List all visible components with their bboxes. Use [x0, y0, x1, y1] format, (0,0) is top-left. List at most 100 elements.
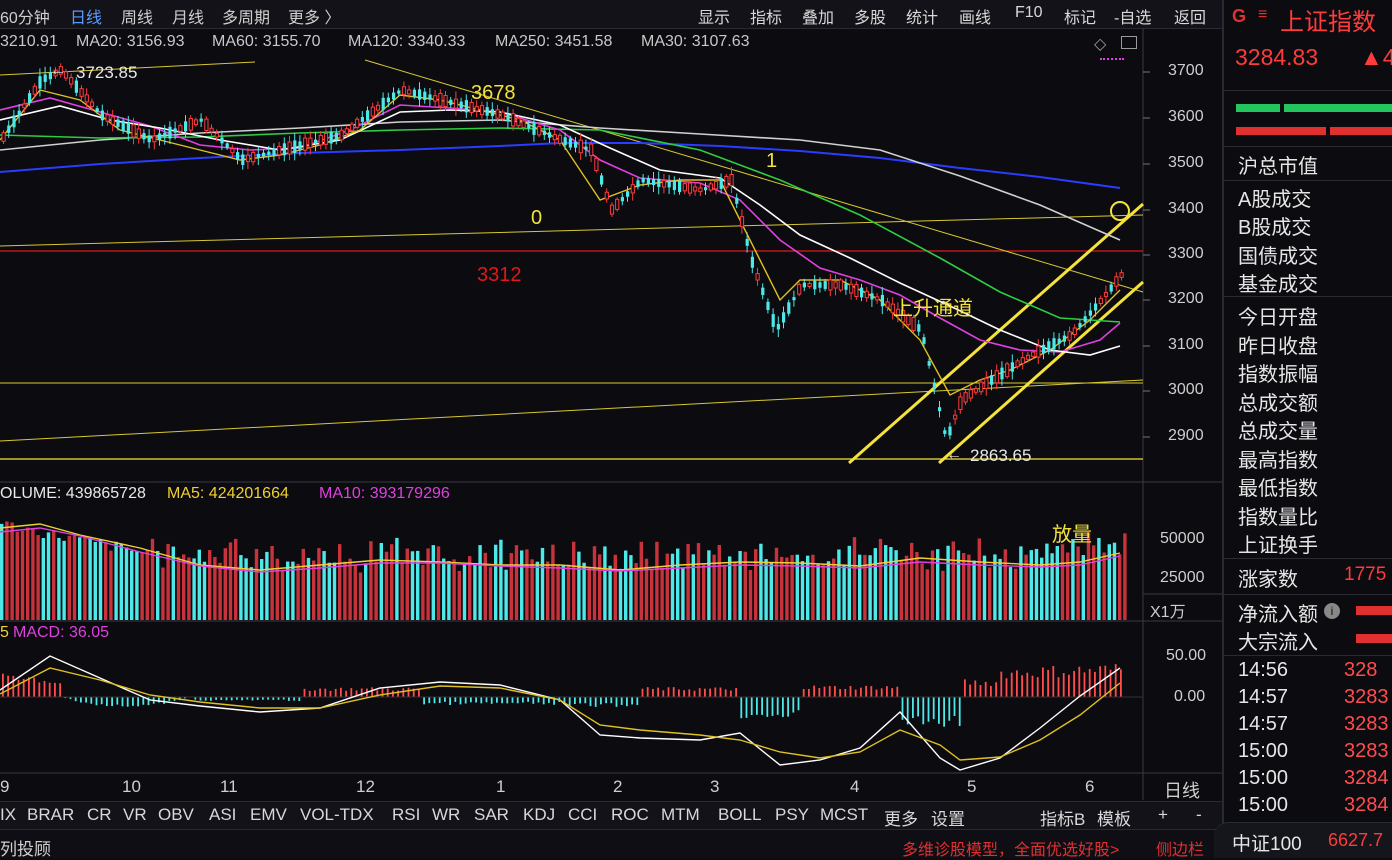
zoom-out-button[interactable]: - — [1196, 805, 1202, 825]
volume-bar — [733, 562, 736, 620]
indicator-tab[interactable]: EMV — [250, 805, 287, 825]
period-label[interactable]: 日线 — [1164, 777, 1200, 803]
indicator-tab[interactable]: BOLL — [718, 805, 761, 825]
template-button[interactable]: 模板 — [1097, 805, 1131, 830]
macd-bar — [137, 697, 139, 706]
indicator-tab[interactable]: BRAR — [27, 805, 74, 825]
indicator-tab[interactable]: RSI — [392, 805, 420, 825]
candle-body — [189, 118, 192, 130]
volume-bar — [790, 555, 793, 620]
candle-body — [922, 337, 925, 344]
volume-bar — [468, 556, 471, 620]
candle-body — [1104, 293, 1107, 297]
price-axis-label: 3100 — [1168, 336, 1204, 354]
macd-bar — [85, 697, 87, 703]
macd-bar — [688, 689, 690, 697]
volume-bar — [988, 567, 991, 620]
macd-bar — [974, 680, 976, 697]
macd-bar — [772, 697, 774, 716]
candle-body — [272, 149, 275, 156]
indicator-tab-more[interactable]: 更多 — [884, 805, 918, 830]
indicator-tab[interactable]: IX — [0, 805, 16, 825]
indicator-tab[interactable]: CR — [87, 805, 112, 825]
indicator-b-button[interactable]: 指标B — [1040, 805, 1085, 830]
volume-bar — [400, 562, 403, 620]
indicator-tab[interactable]: ROC — [611, 805, 649, 825]
bottom-index-name[interactable]: 中证100 — [1232, 829, 1302, 856]
macd-bar — [751, 697, 753, 715]
volume-bar — [1030, 550, 1033, 620]
volume-bar — [629, 555, 632, 620]
candle-body — [990, 375, 993, 385]
candle-body — [974, 389, 977, 393]
indicator-tab[interactable]: VR — [123, 805, 147, 825]
volume-bar — [442, 559, 445, 620]
macd-bar — [382, 689, 384, 697]
candle-body — [772, 314, 775, 327]
index-title: 上证指数 — [1280, 2, 1376, 37]
macd-bar — [1058, 677, 1060, 697]
menu-icon[interactable]: ≡ — [1258, 6, 1267, 24]
candle-body — [70, 78, 73, 85]
status-left[interactable]: 列投顾 — [0, 835, 51, 860]
macd-bar — [995, 682, 997, 697]
zoom-in-button[interactable]: + — [1158, 805, 1168, 825]
volume-bar — [634, 563, 637, 620]
macd-bar — [720, 688, 722, 697]
indicator-tab[interactable]: WR — [432, 805, 460, 825]
indicator-tab-settings[interactable]: 设置 — [931, 805, 965, 830]
candle-body — [1026, 355, 1029, 359]
candle-body — [153, 136, 156, 142]
macd-bar — [96, 697, 98, 705]
tick-time: 15:00 — [1238, 794, 1288, 817]
indicator-tab[interactable]: MCST — [820, 805, 868, 825]
candle-body — [142, 133, 145, 139]
candle-body — [1120, 273, 1123, 278]
macd-bar — [756, 697, 758, 715]
candle-body — [948, 426, 951, 435]
macd-bar — [231, 697, 233, 700]
candle-body — [413, 90, 416, 97]
month-label: 2 — [613, 777, 622, 797]
indicator-tab[interactable]: SAR — [474, 805, 509, 825]
volume-bar — [307, 558, 310, 620]
candle-body — [361, 117, 364, 122]
indicator-tab[interactable]: PSY — [775, 805, 809, 825]
candle-body — [194, 120, 197, 125]
candle-body — [101, 110, 104, 120]
indicator-tab[interactable]: OBV — [158, 805, 194, 825]
volume-bar — [16, 532, 19, 620]
macd-bar — [1120, 669, 1122, 697]
status-ad[interactable]: 多维诊股模型，全面优选好股> — [902, 836, 1119, 860]
volume-bar — [114, 542, 117, 620]
candle-body — [1084, 316, 1087, 322]
candle-body — [746, 239, 749, 246]
indicator-tab[interactable]: VOL-TDX — [300, 805, 374, 825]
macd-bar — [626, 697, 628, 706]
sidebar-toggle[interactable]: 侧边栏 — [1156, 836, 1204, 860]
candle-body — [1032, 352, 1035, 356]
macd-bar — [746, 697, 748, 718]
macd-bar — [402, 688, 404, 697]
kline-chart[interactable] — [0, 0, 1222, 800]
volume-bar — [296, 564, 299, 620]
candle-body — [491, 109, 494, 116]
candle-body — [90, 102, 93, 106]
volume-bar — [993, 554, 996, 620]
volume-bar — [577, 552, 580, 620]
indicator-tab[interactable]: MTM — [661, 805, 700, 825]
macd-bar — [714, 688, 716, 697]
macd-bar — [870, 686, 872, 697]
info-icon[interactable]: i — [1324, 603, 1340, 619]
macd-bar — [345, 691, 347, 697]
indicator-tab[interactable]: CCI — [568, 805, 597, 825]
field-label: 沪总市值 — [1238, 150, 1318, 179]
indicator-tab[interactable]: ASI — [209, 805, 236, 825]
macd-bar — [662, 690, 664, 697]
volume-axis-label: 50000 — [1160, 530, 1205, 548]
indicator-tab[interactable]: KDJ — [523, 805, 555, 825]
candle-body — [1078, 323, 1081, 327]
peak-label: 3678 — [471, 82, 516, 105]
candle-body — [1099, 298, 1102, 303]
volume-bar — [281, 570, 284, 620]
